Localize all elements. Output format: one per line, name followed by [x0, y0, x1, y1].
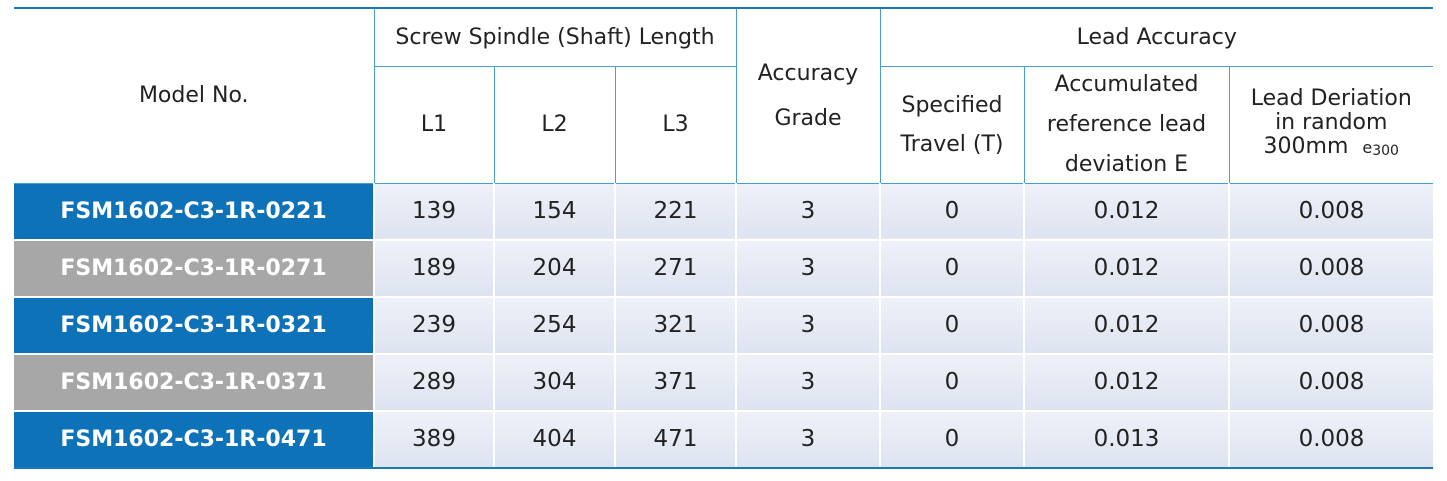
value-cell: 154 [493, 183, 615, 241]
value-cell: 289 [373, 353, 494, 412]
value-cell: 0 [879, 410, 1024, 469]
value-cell: 0 [879, 296, 1024, 355]
symbol: e [1362, 137, 1373, 157]
value-cell: 304 [493, 353, 615, 412]
value-cell: 0.008 [1227, 353, 1434, 412]
header-line: reference lead [1046, 112, 1207, 137]
table-row: FSM1602-C3-1R-0471 389 404 471 3 0 0.013 0.008 [14, 410, 1434, 469]
value-cell: 0 [879, 183, 1024, 241]
value-cell: 371 [614, 353, 736, 412]
header-line: deviation E [1064, 152, 1189, 177]
value-cell: 254 [493, 296, 615, 355]
value-cell: 0.008 [1227, 410, 1434, 469]
value-cell: 0.008 [1227, 239, 1434, 298]
header-line: Accuracy [757, 60, 859, 86]
value-cell: 3 [735, 296, 880, 355]
table-row: FSM1602-C3-1R-0321 239 254 321 3 0 0.012 0.008 [14, 296, 1434, 355]
table-row: FSM1602-C3-1R-0371 289 304 371 3 0 0.012 0.008 [14, 353, 1434, 412]
value-cell: 3 [735, 353, 880, 412]
value-cell: 0.013 [1023, 410, 1229, 469]
value-cell: 0.012 [1023, 296, 1229, 355]
value-cell: 221 [614, 183, 736, 241]
value-cell: 0.012 [1023, 353, 1229, 412]
value-cell: 271 [614, 239, 736, 298]
value-cell: 321 [614, 296, 736, 355]
header-line: 300mm e300 [1230, 133, 1434, 163]
value-cell: 0 [879, 239, 1024, 298]
model-cell: FSM1602-C3-1R-0221 [14, 183, 374, 241]
symbol-sub: 300 [1372, 142, 1399, 159]
header-travel: Specified Travel (T) [879, 65, 1025, 184]
value-cell: 0.012 [1023, 183, 1229, 241]
header-line: Specified [901, 92, 1003, 118]
value-cell: 0.008 [1227, 183, 1434, 241]
header-lead: Lead Accuracy [879, 7, 1434, 67]
table-body: FSM1602-C3-1R-0221 139 154 221 3 0 0.012 0.008 F… [14, 183, 1434, 469]
header-line: Accumulated [1054, 72, 1199, 97]
value-cell: 189 [373, 239, 494, 298]
value-cell: 389 [373, 410, 494, 469]
header-line: Travel (T) [900, 131, 1004, 157]
value-cell: 0.012 [1023, 239, 1229, 298]
table-row: FSM1602-C3-1R-0221 139 154 221 3 0 0.012 0.008 [14, 183, 1434, 241]
value-cell: 239 [373, 296, 494, 355]
value-cell: 0.008 [1227, 296, 1434, 355]
header-grade: Accuracy Grade [735, 7, 881, 184]
header-deviation: Lead Deriation in random 300mm e300 [1228, 65, 1434, 184]
header-l1: L1 [374, 65, 495, 184]
value-cell: 3 [735, 183, 880, 241]
value-cell: 139 [373, 183, 494, 241]
header-line: in random [1275, 109, 1388, 135]
header-l2: L2 [493, 65, 616, 184]
value-cell: 404 [493, 410, 615, 469]
header-l3: L3 [614, 65, 737, 184]
spec-table: Model No. Screw Spindle (Shaft) Length A… [14, 7, 1434, 469]
model-cell: FSM1602-C3-1R-0471 [14, 410, 374, 469]
header-line-text: 300mm [1263, 133, 1349, 159]
header-model: Model No. [14, 7, 375, 184]
table-row: FSM1602-C3-1R-0271 189 204 271 3 0 0.012 0.008 [14, 239, 1434, 298]
value-cell: 204 [493, 239, 615, 298]
model-cell: FSM1602-C3-1R-0371 [14, 353, 374, 412]
value-cell: 471 [614, 410, 736, 469]
header-spindle: Screw Spindle (Shaft) Length [373, 7, 737, 67]
header-accumulated: Accumulated reference lead deviation E [1023, 65, 1230, 184]
value-cell: 3 [735, 239, 880, 298]
header-line: Grade [774, 105, 842, 131]
value-cell: 0 [879, 353, 1024, 412]
model-cell: FSM1602-C3-1R-0271 [14, 239, 374, 298]
header-line: Lead Deriation [1250, 85, 1412, 111]
model-cell: FSM1602-C3-1R-0321 [14, 296, 374, 355]
value-cell: 3 [735, 410, 880, 469]
